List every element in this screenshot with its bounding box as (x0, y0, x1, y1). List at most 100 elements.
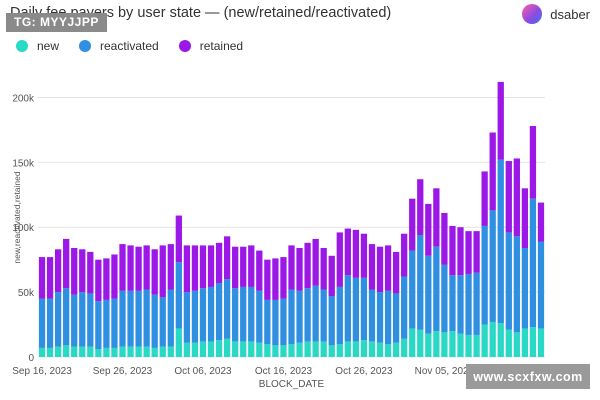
bar-segment-retained (38, 257, 46, 299)
bar-segment-new (215, 340, 223, 357)
bar-segment-new (296, 342, 303, 357)
bar-segment-reactivated (280, 298, 287, 346)
bar-segment-reactivated (207, 286, 215, 342)
bar-segment-new (127, 346, 134, 357)
y-tick-label: 100k (12, 223, 35, 234)
bar-segment-reactivated (46, 298, 54, 348)
bar-segment-retained (215, 242, 223, 284)
bar-segment-new (256, 342, 263, 357)
bar-segment-retained (240, 246, 247, 287)
bar-segment-new (537, 328, 545, 357)
bar-segment-reactivated (481, 225, 488, 325)
bar-segment-retained (95, 259, 102, 302)
bar-segment-retained (392, 251, 400, 294)
bar-segment-reactivated (63, 288, 70, 346)
bar-segment-retained (376, 246, 384, 293)
bar-segment-reactivated (95, 301, 102, 350)
bar-segment-new (71, 346, 78, 357)
bar-segment-new (449, 331, 456, 357)
bar-segment-retained (191, 245, 199, 291)
bar-segment-new (223, 338, 231, 357)
bar-segment-new (409, 328, 416, 357)
legend-item-retained[interactable]: retained (178, 39, 243, 53)
bar-segment-reactivated (264, 299, 271, 345)
bar-segment-new (401, 338, 408, 357)
bar-segment-retained (135, 246, 142, 291)
bar-segment-reactivated (103, 299, 110, 348)
bar-segment-retained (71, 248, 78, 295)
bar-segment-new (457, 333, 464, 357)
bar-segment-retained (46, 257, 54, 299)
bar-segment-new (143, 346, 150, 357)
bar-segment-retained (127, 245, 134, 291)
bar-segment-new (135, 346, 142, 357)
bar-segment-new (328, 345, 335, 357)
bar-segment-reactivated (143, 289, 150, 347)
bar-segment-new (175, 328, 182, 357)
bar-segment-new (232, 341, 239, 357)
bar-segment-reactivated (71, 294, 78, 347)
bar-segment-reactivated (465, 273, 472, 335)
bar-segment-retained (256, 250, 263, 291)
bar-segment-reactivated (401, 276, 408, 339)
bar-segment-reactivated (151, 294, 158, 348)
bar-segment-new (320, 341, 327, 357)
legend-label-reactivated: reactivated (100, 39, 159, 53)
bar-segment-retained (537, 202, 545, 242)
bar-segment-retained (143, 245, 150, 290)
bar-segment-reactivated (159, 297, 166, 347)
bar-segment-new (264, 344, 271, 357)
bar-segment-retained (505, 161, 512, 233)
bar-segment-reactivated (473, 272, 480, 335)
watermark-footer: www.scxfxw.com (466, 364, 590, 389)
bar-segment-reactivated (256, 290, 263, 343)
bar-segment-new (360, 340, 368, 357)
bar-segment-reactivated (417, 235, 424, 330)
bar-segment-retained (304, 242, 311, 289)
bar-segment-new (425, 333, 432, 357)
bar-segment-retained (384, 245, 392, 291)
bar-segment-retained (529, 126, 537, 199)
bar-segment-retained (417, 179, 424, 236)
bar-segment-reactivated (328, 296, 335, 346)
bar-segment-retained (296, 248, 303, 291)
bar-segment-reactivated (135, 290, 142, 347)
x-axis-label: BLOCK_DATE (259, 379, 325, 390)
bar-segment-reactivated (368, 289, 376, 342)
bar-segment-reactivated (489, 210, 496, 322)
user-menu[interactable]: dsaber (522, 3, 590, 25)
username-label[interactable]: dsaber (550, 6, 590, 22)
bar-segment-retained (481, 171, 488, 226)
bar-segment-new (54, 346, 62, 357)
bar-segment-new (489, 321, 496, 357)
bar-segment-new (344, 341, 351, 357)
bar-segment-reactivated (529, 198, 537, 328)
bar-segment-retained (473, 231, 480, 273)
bar-segment-reactivated (449, 275, 456, 332)
bar-segment-retained (409, 198, 416, 251)
bar-segment-retained (352, 229, 360, 278)
bar-segment-reactivated (191, 290, 199, 343)
bar-segment-new (433, 331, 440, 357)
avatar-icon[interactable] (522, 4, 543, 24)
bar-segment-retained (87, 251, 94, 294)
bar-segment-new (505, 329, 512, 357)
bar-segment-retained (248, 245, 255, 287)
bar-segment-retained (151, 249, 158, 295)
bar-segment-retained (312, 238, 319, 286)
legend-dot-reactivated-icon (79, 40, 92, 52)
bar-segment-reactivated (87, 293, 94, 347)
bar-segment-reactivated (392, 293, 400, 343)
bar-segment-reactivated (127, 290, 134, 347)
bar-segment-new (191, 342, 199, 357)
bar-segment-reactivated (111, 298, 118, 348)
bar-segment-new (473, 334, 480, 357)
bar-segment-reactivated (240, 286, 247, 342)
legend-item-reactivated[interactable]: reactivated (79, 39, 159, 53)
bar-segment-retained (441, 212, 448, 265)
x-tick-label: Sep 16, 2023 (12, 366, 72, 377)
bar-segment-reactivated (248, 286, 255, 342)
bar-segment-reactivated (312, 285, 319, 342)
bar-segment-new (183, 342, 191, 357)
legend-item-new[interactable]: new (16, 39, 59, 53)
